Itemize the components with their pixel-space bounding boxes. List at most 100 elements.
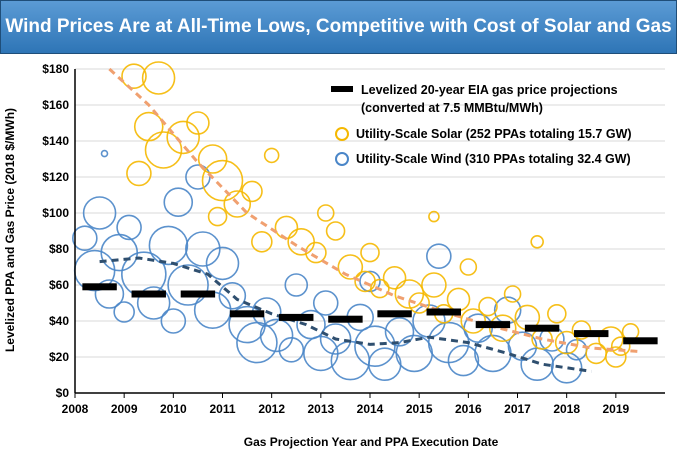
wind-point	[205, 246, 240, 281]
x-tick-label: 2013	[307, 402, 334, 416]
solar-point	[446, 287, 471, 312]
x-tick-label: 2009	[111, 402, 138, 416]
legend-solar-marker	[335, 127, 349, 141]
wind-point	[319, 323, 352, 355]
y-tick-label: $20	[49, 350, 69, 364]
solar-point	[571, 320, 592, 340]
y-tick-label: $100	[42, 206, 69, 220]
x-tick-label: 2010	[160, 402, 187, 416]
gas-projection-bar	[524, 324, 560, 332]
wind-points	[72, 149, 588, 384]
gas-projection-bar	[131, 290, 166, 298]
gas-projection-bar	[279, 313, 314, 321]
wind-point	[113, 301, 135, 323]
solar-point	[337, 254, 364, 280]
solar-point	[223, 190, 252, 218]
solar-point	[488, 314, 517, 343]
solar-point	[263, 147, 280, 164]
solar-point	[274, 215, 299, 240]
solar-point	[166, 120, 200, 155]
grid-lines	[75, 68, 665, 394]
legend-gas-swatch	[331, 86, 353, 92]
x-tick-label: 2008	[62, 402, 89, 416]
gas-projection-bar	[328, 315, 363, 323]
solar-point	[133, 111, 164, 142]
solar-point	[605, 346, 627, 368]
wind-trend-line	[99, 256, 592, 373]
gas-projection-bar	[475, 321, 511, 329]
solar-point	[126, 160, 152, 187]
solar-point	[459, 258, 478, 276]
wind-point	[312, 290, 339, 316]
wind-point	[116, 214, 142, 241]
solar-point	[610, 336, 631, 357]
wind-point	[163, 187, 194, 217]
wind-point	[100, 149, 109, 158]
gas-projection-bar	[426, 308, 461, 316]
wind-point	[94, 279, 125, 309]
wind-point	[160, 308, 187, 334]
wind-point	[148, 225, 189, 266]
solar-point	[370, 278, 390, 299]
tick-labels: 2008 2009 2010 2011 2012 2013 2014 2015 2016 2017…	[42, 62, 629, 416]
solar-point	[287, 228, 315, 256]
legend-gas-line2: (converted at 7.5 MMBtu/MWh)	[361, 101, 543, 115]
solar-point	[408, 292, 430, 314]
legend-solar-label: Utility-Scale Solar (252 PPAs totaling 1…	[356, 127, 632, 141]
y-axis-label: Levelized PPA and Gas Price (2018 $/MWh)	[3, 108, 17, 352]
y-tick-label: $80	[49, 242, 69, 256]
solar-point	[144, 131, 183, 169]
y-tick-label: $120	[42, 170, 69, 184]
chart-title: Wind Prices Are at All-Time Lows, Compet…	[5, 16, 672, 37]
x-tick-label: 2015	[406, 402, 433, 416]
solar-point	[503, 285, 522, 303]
solar-point	[547, 303, 567, 324]
solar-point	[186, 111, 210, 135]
solar-point	[554, 330, 579, 355]
wind-point	[354, 325, 396, 368]
solar-point	[316, 204, 335, 222]
solar-point	[201, 159, 244, 202]
y-tick-label: $140	[42, 134, 69, 148]
solar-point	[241, 180, 263, 203]
x-tick-label: 2017	[504, 402, 531, 416]
wind-point	[426, 243, 452, 269]
x-tick-label: 2012	[258, 402, 285, 416]
gas-projection-bar	[229, 310, 265, 318]
solar-point	[141, 61, 176, 95]
wind-point	[284, 273, 309, 297]
wind-point	[259, 318, 294, 353]
gas-projections	[82, 283, 658, 345]
chart-title-banner: Wind Prices Are at All-Time Lows, Compet…	[0, 0, 677, 54]
legend-wind-label: Utility-Scale Wind (310 PPAs totaling 32…	[356, 152, 631, 166]
wind-point	[447, 344, 480, 377]
y-tick-label: $180	[42, 62, 69, 76]
solar-point	[478, 296, 498, 317]
solar-point	[382, 266, 407, 290]
y-tick-label: $40	[49, 314, 69, 328]
wind-point	[395, 334, 434, 373]
wind-point	[185, 231, 221, 267]
solar-point	[530, 235, 544, 249]
wind-point	[167, 264, 209, 306]
solar-point	[197, 144, 228, 174]
wind-point	[359, 270, 381, 293]
wind-point	[278, 336, 305, 363]
solar-point	[421, 272, 447, 298]
wind-point	[100, 233, 139, 272]
x-tick-label: 2018	[553, 402, 580, 416]
gas-projection-bar	[82, 283, 117, 291]
solar-point	[360, 242, 380, 263]
x-tick-label: 2014	[357, 402, 384, 416]
wind-point	[82, 196, 117, 230]
wind-point	[193, 291, 232, 330]
legend: Levelized 20-year EIA gas price projecti…	[331, 83, 632, 166]
solar-point	[428, 210, 440, 223]
legend-wind-marker	[335, 152, 349, 166]
solar-point	[251, 231, 273, 253]
gas-projection-bar	[574, 330, 609, 338]
chart-area: 2008 2009 2010 2011 2012 2013 2014 2015 2016 2017…	[3, 61, 665, 449]
solar-point	[121, 63, 147, 90]
wind-point	[384, 316, 415, 347]
solar-point	[325, 221, 346, 241]
